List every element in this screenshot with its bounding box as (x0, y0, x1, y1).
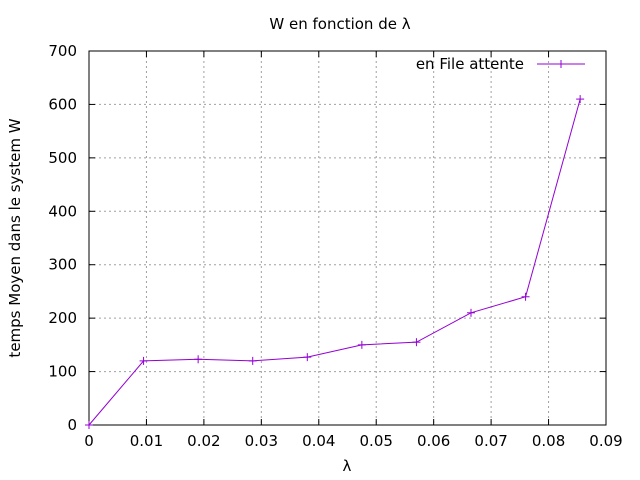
y-axis-label: temps Moyen dans le system W (6, 118, 24, 357)
data-point (85, 421, 93, 429)
data-point (357, 340, 366, 349)
x-tick-label: 0.07 (474, 432, 507, 450)
y-tick-label: 500 (48, 149, 77, 167)
data-point (139, 356, 148, 365)
plot-frame (88, 50, 607, 426)
y-tick-label: 300 (48, 256, 77, 274)
x-axis-label: λ (343, 457, 352, 475)
y-tick-label: 200 (48, 309, 77, 327)
data-point (412, 338, 421, 347)
data-point (521, 292, 530, 301)
legend-label: en File attente (416, 55, 524, 73)
x-tick-label: 0.05 (360, 432, 393, 450)
ticks: 0 0.01 0.02 0.03 0.04 0.05 0.06 0.07 0.08 0.09 0 10… (48, 42, 622, 450)
data-point (576, 95, 585, 104)
legend-marker (557, 60, 565, 68)
y-tick-label: 700 (48, 42, 77, 60)
y-tick-label: 400 (48, 202, 77, 220)
data-point (248, 356, 257, 365)
series-line (88, 98, 581, 426)
x-tick-label: 0.02 (187, 432, 220, 450)
legend: en File attente (416, 55, 585, 73)
x-tick-label: 0.01 (130, 432, 163, 450)
x-tick-label: 0.09 (589, 432, 622, 450)
y-tick-label: 600 (48, 95, 77, 113)
x-tick-label: 0.03 (245, 432, 278, 450)
y-tick-label: 100 (48, 363, 77, 381)
chart-title: W en fonction de λ (269, 15, 410, 33)
data-point (467, 308, 476, 317)
data-point (303, 353, 312, 362)
grid (89, 51, 606, 425)
x-tick-label: 0.06 (417, 432, 450, 450)
y-tick-label: 0 (67, 416, 77, 434)
x-tick-label: 0 (84, 432, 94, 450)
data-point (194, 355, 203, 364)
x-tick-label: 0.08 (532, 432, 565, 450)
series (85, 95, 585, 429)
x-tick-label: 0.04 (302, 432, 335, 450)
